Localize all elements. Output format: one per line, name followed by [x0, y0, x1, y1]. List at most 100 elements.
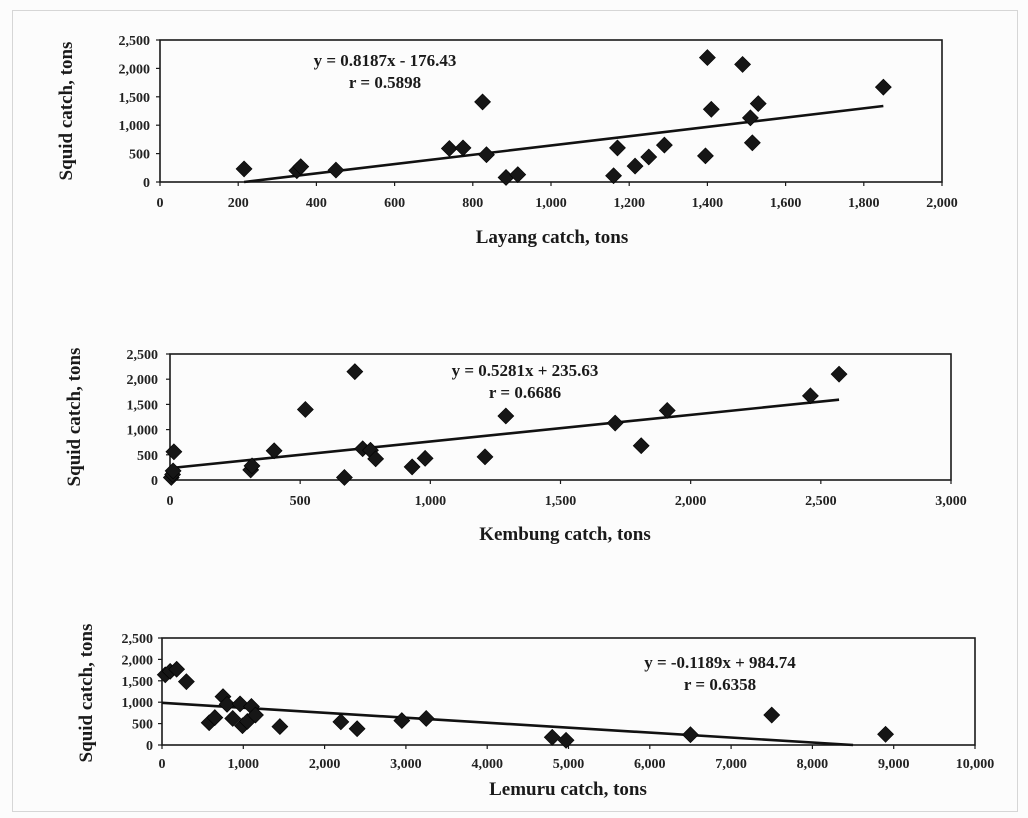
data-point — [606, 414, 624, 432]
data-point — [682, 726, 699, 744]
chart-panel-3: 0 500 1,000 1,500 2,000 2,500 0 1,000 2,000 3,000… — [76, 624, 994, 800]
data-point — [877, 725, 894, 743]
data-point — [830, 365, 848, 383]
regression-equation: y = 0.8187x - 176.43 — [314, 51, 457, 70]
data-point — [497, 169, 515, 186]
data-point — [478, 146, 495, 164]
x-tick-label: 500 — [290, 494, 311, 509]
data-point — [265, 442, 283, 460]
x-tick-label: 1,600 — [770, 196, 802, 211]
x-tick-label: 2,000 — [675, 494, 707, 509]
data-point — [218, 695, 236, 713]
y-tick-label: 500 — [137, 449, 158, 464]
y-tick-label: 2,500 — [119, 34, 151, 49]
y-axis-label: Squid catch, tons — [56, 42, 77, 181]
x-tick-label: 600 — [384, 196, 405, 211]
y-axis-label: Squid catch, tons — [64, 348, 85, 487]
data-point — [509, 166, 527, 184]
x-tick-label: 10,000 — [956, 757, 995, 772]
x-tick-label: 1,200 — [613, 196, 645, 211]
x-tick-label: 3,000 — [935, 494, 967, 509]
y-tick-label: 2,500 — [122, 632, 154, 647]
x-tick-label: 0 — [167, 494, 174, 509]
correlation-coefficient: r = 0.5898 — [349, 73, 421, 92]
y-tick-label: 1,000 — [127, 424, 159, 439]
y-tick-label: 1,500 — [119, 91, 151, 106]
trendline — [243, 104, 884, 184]
x-tick-label: 200 — [228, 196, 249, 211]
data-point — [393, 712, 411, 730]
x-tick-label: 0 — [157, 196, 164, 211]
data-point — [543, 728, 561, 746]
data-point — [348, 720, 366, 738]
x-axis-label: Lemuru catch, tons — [489, 779, 647, 800]
data-point — [609, 139, 626, 157]
x-tick-label: 1,500 — [545, 494, 577, 509]
y-tick-label: 2,000 — [122, 653, 154, 668]
correlation-coefficient: r = 0.6358 — [684, 675, 756, 694]
data-point — [743, 134, 761, 152]
x-tick-label: 2,000 — [926, 196, 958, 211]
data-point — [327, 161, 345, 179]
data-point — [346, 363, 364, 381]
data-point — [557, 731, 575, 749]
data-point — [168, 660, 186, 678]
x-tick-label: 1,000 — [415, 494, 447, 509]
y-tick-label: 1,000 — [122, 696, 154, 711]
x-tick-label: 2,500 — [805, 494, 837, 509]
y-tick-label: 1,000 — [119, 119, 151, 134]
y-tick-label: 1,500 — [122, 675, 154, 690]
x-tick-label: 9,000 — [878, 757, 910, 772]
chart-panel-2: 0 500 1,000 1,500 2,000 2,500 0 500 1,000 1,500 2,… — [64, 348, 967, 545]
x-tick-label: 4,000 — [471, 757, 503, 772]
data-point — [605, 167, 622, 185]
data-point — [763, 706, 781, 724]
data-point — [697, 147, 714, 165]
x-tick-label: 3,000 — [390, 757, 422, 772]
y-tick-label: 2,000 — [127, 373, 159, 388]
x-tick-label: 400 — [306, 196, 327, 211]
plot-frame — [159, 39, 943, 183]
y-tick-label: 0 — [143, 176, 150, 191]
data-point — [626, 157, 644, 175]
y-tick-label: 2,000 — [119, 62, 151, 77]
data-point — [476, 448, 494, 466]
regression-equation: y = -0.1189x + 984.74 — [644, 653, 796, 672]
data-point — [231, 695, 249, 713]
data-point — [235, 160, 253, 178]
data-point — [367, 450, 385, 468]
y-tick-label: 2,500 — [127, 348, 159, 363]
x-tick-label: 1,400 — [692, 196, 724, 211]
y-tick-label: 500 — [132, 718, 153, 733]
x-axis-label: Layang catch, tons — [476, 227, 629, 248]
x-tick-label: 8,000 — [797, 757, 829, 772]
trendline — [161, 701, 854, 747]
x-axis-label: Kembung catch, tons — [479, 524, 651, 545]
data-point — [874, 78, 892, 96]
data-point — [474, 93, 491, 111]
data-point — [640, 148, 658, 166]
data-point — [164, 462, 182, 480]
y-tick-label: 1,500 — [127, 398, 159, 413]
data-point — [296, 401, 314, 418]
y-tick-label: 0 — [146, 739, 153, 754]
data-point — [292, 158, 310, 176]
data-point — [417, 710, 435, 727]
data-point — [741, 109, 759, 127]
data-point — [165, 443, 183, 461]
x-tick-label: 1,000 — [228, 757, 260, 772]
trendline — [169, 398, 840, 470]
correlation-coefficient: r = 0.6686 — [489, 383, 561, 402]
data-point — [497, 407, 515, 425]
data-point — [335, 469, 353, 486]
y-tick-label: 0 — [151, 474, 158, 489]
data-point — [224, 710, 242, 727]
x-tick-label: 7,000 — [715, 757, 747, 772]
data-point — [332, 713, 350, 731]
data-point — [247, 706, 264, 724]
data-point — [440, 140, 458, 157]
data-point — [698, 49, 716, 67]
x-tick-label: 800 — [462, 196, 483, 211]
